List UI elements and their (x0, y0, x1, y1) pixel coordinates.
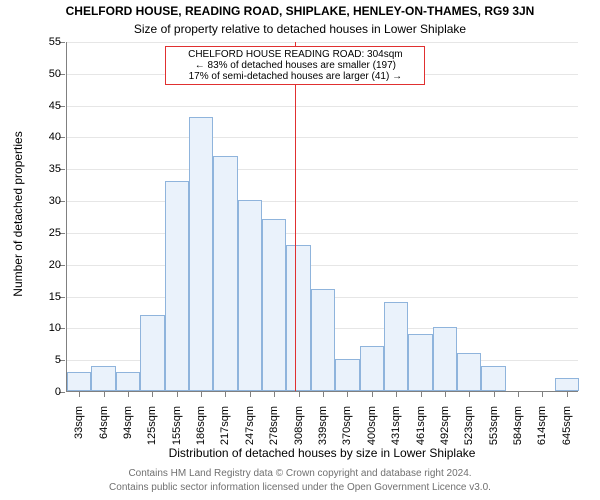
y-axis-label: Number of detached properties (11, 114, 25, 314)
y-tick-label: 5 (33, 354, 61, 366)
histogram-bar (213, 156, 237, 391)
x-axis-label: Distribution of detached houses by size … (66, 446, 578, 460)
x-tick (177, 391, 178, 397)
chart-title-sub: Size of property relative to detached ho… (0, 22, 600, 36)
marker-line (295, 42, 296, 391)
x-tick (518, 391, 519, 397)
y-tick-label: 50 (33, 68, 61, 80)
footer-line1: Contains HM Land Registry data © Crown c… (0, 468, 600, 479)
y-tick-label: 40 (33, 131, 61, 143)
grid-line (67, 233, 578, 234)
x-tick (274, 391, 275, 397)
annotation-line1: CHELFORD HOUSE READING ROAD: 304sqm (170, 49, 420, 60)
grid-line (67, 137, 578, 138)
x-tick (104, 391, 105, 397)
histogram-bar (555, 378, 579, 391)
y-tick-label: 0 (33, 386, 61, 398)
histogram-bar (311, 289, 335, 391)
histogram-bar (262, 219, 286, 391)
histogram-bar (335, 359, 359, 391)
x-tick (152, 391, 153, 397)
x-tick (469, 391, 470, 397)
histogram-bar (165, 181, 189, 391)
grid-line (67, 42, 578, 43)
grid-line (67, 169, 578, 170)
x-tick (347, 391, 348, 397)
y-tick-label: 35 (33, 163, 61, 175)
histogram-bar (116, 372, 140, 391)
x-tick (372, 391, 373, 397)
chart-container: CHELFORD HOUSE, READING ROAD, SHIPLAKE, … (0, 0, 600, 500)
histogram-bar (286, 245, 310, 391)
x-tick (542, 391, 543, 397)
annotation-line3: 17% of semi-detached houses are larger (… (170, 71, 420, 82)
y-tick-label: 25 (33, 227, 61, 239)
y-tick-label: 45 (33, 100, 61, 112)
x-tick (396, 391, 397, 397)
y-tick-label: 20 (33, 259, 61, 271)
x-tick (494, 391, 495, 397)
x-tick (225, 391, 226, 397)
histogram-bar (360, 346, 384, 391)
x-tick (567, 391, 568, 397)
x-tick (128, 391, 129, 397)
footer-line2: Contains public sector information licen… (0, 482, 600, 493)
histogram-bar (433, 327, 457, 391)
y-tick-label: 55 (33, 36, 61, 48)
histogram-bar (67, 372, 91, 391)
grid-line (67, 265, 578, 266)
histogram-bar (91, 366, 115, 391)
histogram-bar (140, 315, 164, 391)
plot-area: 051015202530354045505533sqm64sqm94sqm125… (66, 42, 578, 392)
histogram-bar (189, 117, 213, 391)
y-tick-label: 10 (33, 322, 61, 334)
histogram-bar (408, 334, 432, 391)
histogram-bar (384, 302, 408, 391)
x-tick (299, 391, 300, 397)
x-tick (201, 391, 202, 397)
y-tick-label: 15 (33, 291, 61, 303)
x-tick (421, 391, 422, 397)
grid-line (67, 201, 578, 202)
chart-title-main: CHELFORD HOUSE, READING ROAD, SHIPLAKE, … (0, 4, 600, 18)
grid-line (67, 106, 578, 107)
histogram-bar (457, 353, 481, 391)
x-tick (250, 391, 251, 397)
x-tick (79, 391, 80, 397)
y-tick-label: 30 (33, 195, 61, 207)
histogram-bar (481, 366, 505, 391)
annotation-box: CHELFORD HOUSE READING ROAD: 304sqm ← 83… (165, 46, 425, 85)
annotation-line2: ← 83% of detached houses are smaller (19… (170, 60, 420, 71)
x-tick (445, 391, 446, 397)
x-tick (323, 391, 324, 397)
histogram-bar (238, 200, 262, 391)
